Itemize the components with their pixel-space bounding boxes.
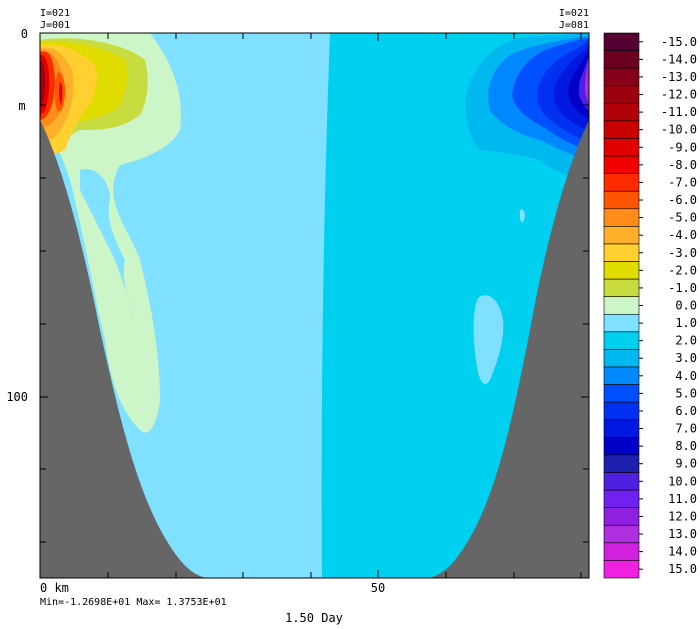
colorbar-label: -12.0	[661, 88, 697, 102]
colorbar-label: 14.0	[668, 545, 697, 559]
corner-label-left-j: J=001	[40, 20, 70, 31]
y-tick-label-100: 100	[6, 390, 28, 404]
colorbar-label: 2.0	[675, 334, 697, 348]
colorbar-label: 8.0	[675, 439, 697, 453]
colorbar-swatch	[603, 384, 640, 403]
colorbar-label: 0.0	[675, 299, 697, 313]
field-light-blue-left	[80, 169, 135, 330]
colorbar-label: 7.0	[675, 422, 697, 436]
colorbar-label: -13.0	[661, 70, 697, 84]
colorbar-swatch	[603, 489, 640, 508]
bathymetry-left	[40, 120, 210, 578]
colorbar-label: -8.0	[668, 158, 697, 172]
colorbar-swatch	[603, 331, 640, 350]
colorbar-label: 9.0	[675, 457, 697, 471]
colorbar-label: 1.0	[675, 316, 697, 330]
colorbar-swatch	[603, 138, 640, 157]
colorbar-swatch	[603, 120, 640, 139]
corner-label-right-j: J=081	[559, 20, 589, 31]
colorbar-swatch	[603, 542, 640, 561]
field-p12-right	[585, 58, 589, 104]
x-ticks	[107, 33, 582, 578]
x-tick-label-0: 0 km	[40, 581, 69, 595]
colorbar-label: -6.0	[668, 193, 697, 207]
colorbar-swatch	[603, 278, 640, 298]
colorbar-swatch	[603, 173, 640, 192]
colorbar-label: -7.0	[668, 175, 697, 189]
colorbar-label: -2.0	[668, 263, 697, 277]
colorbar-label: 13.0	[668, 527, 697, 541]
colorbar-swatch	[603, 349, 640, 368]
colorbar-swatch	[603, 524, 640, 544]
colorbar-swatch	[603, 472, 640, 491]
colorbar-label: 3.0	[675, 351, 697, 365]
colorbar-label: -14.0	[661, 52, 697, 66]
colorbar-swatch	[603, 507, 640, 526]
colorbar-swatch	[603, 190, 640, 210]
colorbar-swatch	[603, 366, 640, 385]
colorbar-swatch	[603, 296, 640, 315]
y-ticks	[40, 104, 589, 543]
colorbar-label: -4.0	[668, 228, 697, 242]
y-axis-unit: m	[18, 99, 25, 113]
colorbar-swatch	[603, 560, 640, 579]
colorbar-swatch	[603, 437, 640, 456]
colorbar-swatch	[603, 226, 640, 245]
corner-label-right-i: I=021	[559, 8, 589, 19]
colorbar-label: -1.0	[668, 281, 697, 295]
colorbar-label: -9.0	[668, 140, 697, 154]
colorbar-label: -15.0	[661, 35, 697, 49]
colorbar-swatch	[603, 103, 640, 122]
colorbar: -15.0 -14.0 -13.0 -12.0 -11.0 -10.0 -9.0 -8.0 -7…	[603, 32, 697, 579]
corner-label-left-i: I=021	[40, 8, 70, 19]
y-tick-label-0: 0	[21, 27, 28, 41]
field-light-patch-right-1	[473, 295, 504, 384]
plot-area: I=021 J=001 I=021 J=081 0 m 100 0 km 50 …	[6, 8, 590, 625]
plot-frame	[39, 32, 590, 579]
min-max-stats: Min=-1.2698E+01 Max= 1.3753E+01	[40, 597, 227, 608]
colorbar-label: -3.0	[668, 246, 697, 260]
field-m13-center	[58, 82, 63, 105]
field-m10	[40, 60, 45, 108]
colorbar-swatch	[603, 401, 640, 421]
colorbar-label: 11.0	[668, 492, 697, 506]
colorbar-swatch	[603, 67, 640, 87]
colorbar-label: 10.0	[668, 474, 697, 488]
colorbar-swatch	[603, 419, 640, 438]
colorbar-swatch	[603, 50, 640, 69]
colorbar-label: 4.0	[675, 369, 697, 383]
colorbar-swatch	[603, 313, 640, 333]
colorbar-swatch	[603, 32, 640, 51]
colorbar-swatch	[603, 243, 640, 262]
colorbar-swatch	[603, 261, 640, 280]
field-light-patch-right-2	[519, 209, 525, 223]
bathymetry-right	[425, 120, 589, 578]
time-label: 1.50 Day	[285, 611, 343, 625]
colorbar-swatch	[603, 155, 640, 174]
colorbar-label: -5.0	[668, 211, 697, 225]
colorbar-label: 5.0	[675, 386, 697, 400]
x-tick-label-50: 50	[371, 581, 385, 595]
colorbar-label: 15.0	[668, 562, 697, 576]
colorbar-label: 12.0	[668, 509, 697, 523]
colorbar-swatch	[603, 208, 640, 227]
colorbar-label: -10.0	[661, 123, 697, 137]
colorbar-label: -11.0	[661, 105, 697, 119]
colorbar-swatch	[603, 454, 640, 473]
colorbar-label: 6.0	[675, 404, 697, 418]
colorbar-swatch	[603, 85, 640, 104]
